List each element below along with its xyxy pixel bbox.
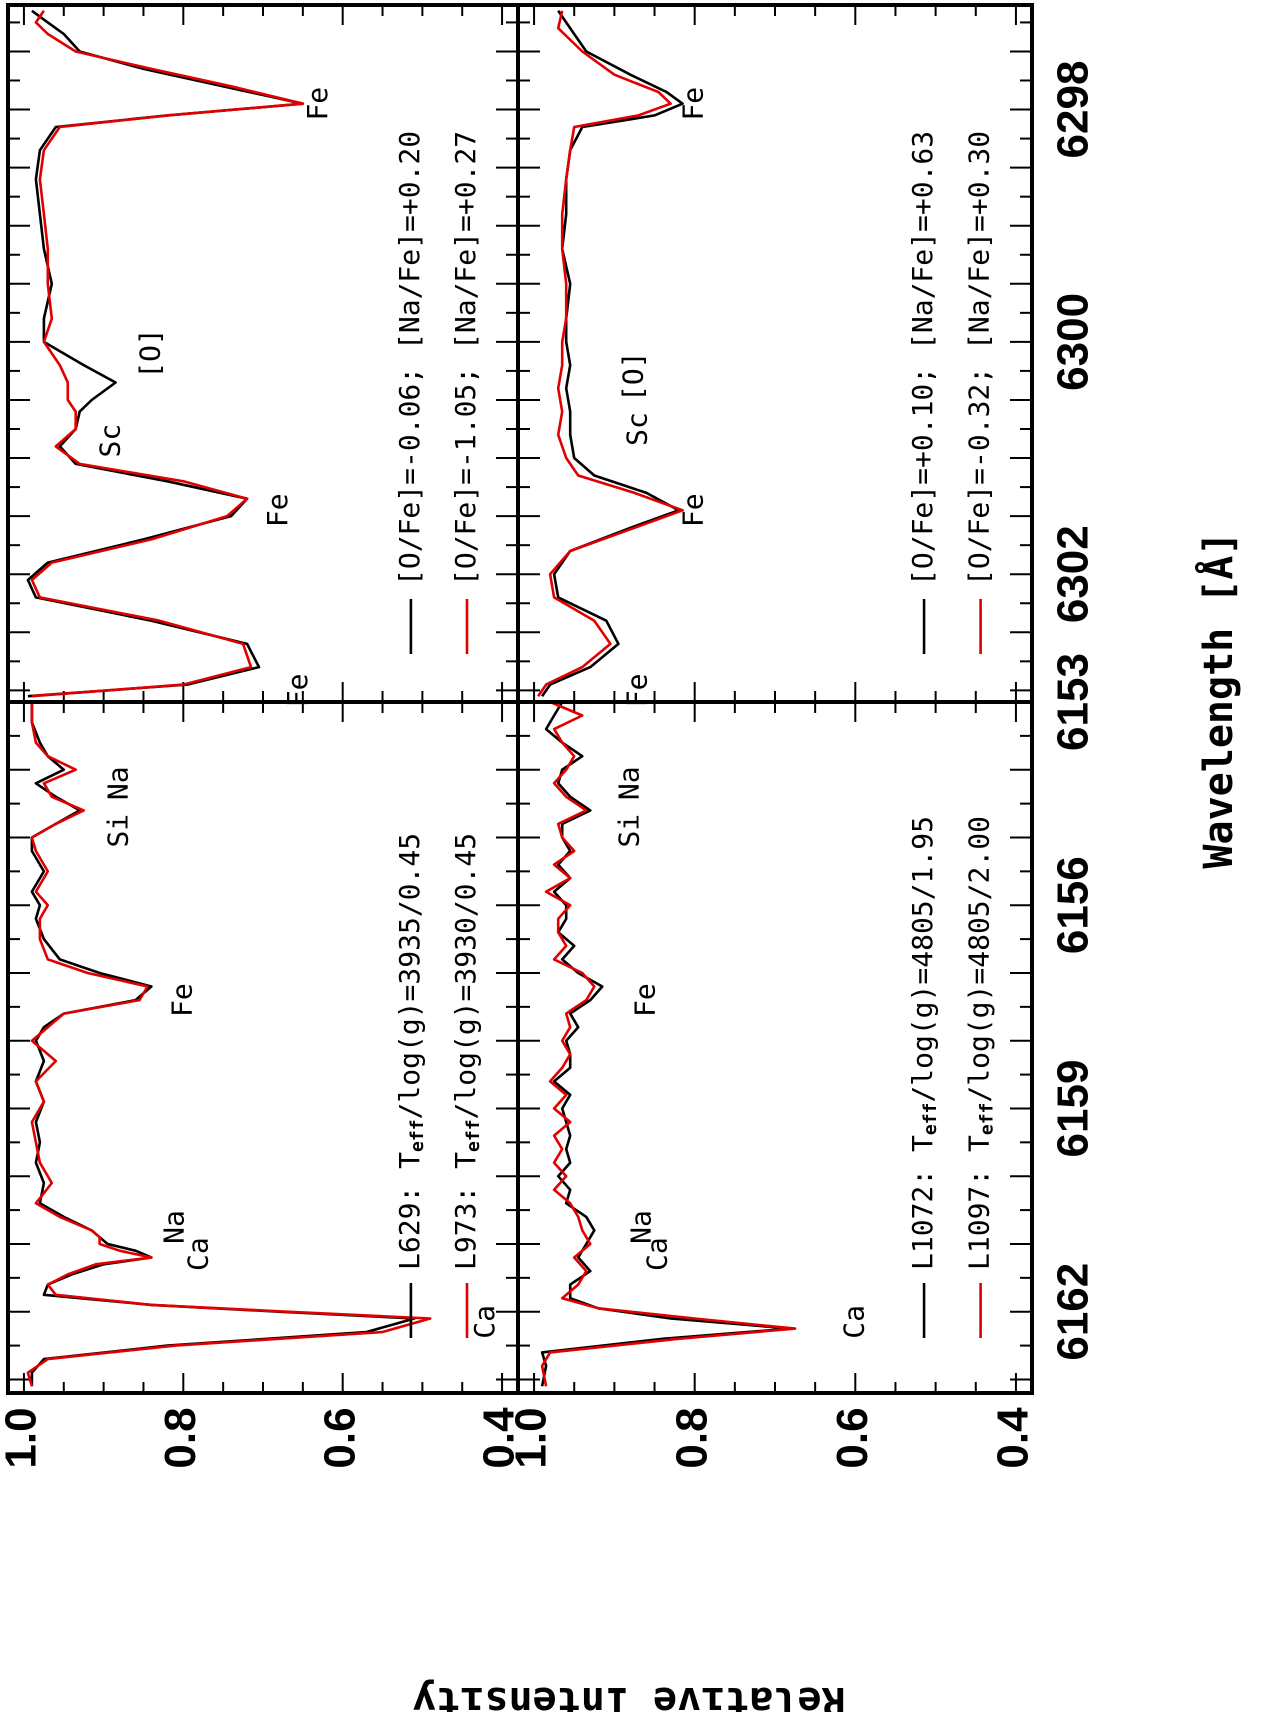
x-tick-label: 6302: [1049, 525, 1098, 623]
legend-subscript: eff: [463, 1119, 484, 1152]
x-tick-label: 6162: [1049, 1263, 1098, 1361]
line-label: Na: [157, 1210, 190, 1244]
legend-suffix: /log(g)=3930/0.45: [449, 833, 482, 1120]
y-tick-labels-top: 1.0 0.8 0.6 0.4: [0, 1407, 524, 1469]
legend-entry: L629: Teff/log(g)=3935/0.45: [393, 833, 428, 1270]
legend-label: [O/Fe]=-1.05; [Na/Fe]=+0.27: [449, 131, 482, 586]
legend-label: L629: T: [393, 1152, 426, 1270]
legend-entry: [O/Fe]=-0.32; [Na/Fe]=+0.30: [963, 131, 996, 586]
legend-label: [O/Fe]=+0.10; [Na/Fe]=+0.63: [906, 131, 939, 586]
series-line-black: [540, 701, 793, 1387]
legend-entry: L1072: Teff/log(g)=4805/1.95: [906, 816, 941, 1270]
x-axis-title: Wavelength [Å]: [1193, 531, 1242, 868]
legend-suffix: /log(g)=4805/1.95: [906, 816, 939, 1103]
legend-label: [O/Fe]=-0.32; [Na/Fe]=+0.30: [963, 131, 996, 586]
line-label: Ca: [641, 1237, 674, 1271]
line-label: Na: [102, 766, 135, 800]
line-label: Fe: [677, 87, 710, 121]
line-label: Sc: [94, 424, 127, 458]
y-axis-title: Relative Intensity: [412, 1678, 845, 1712]
series-line-red: [537, 10, 684, 697]
line-label: Ca: [837, 1305, 870, 1339]
y-tick-labels-bottom: 1.0 0.8 0.6 0.4: [507, 1407, 1038, 1469]
legend-entry: [O/Fe]=+0.10; [Na/Fe]=+0.63: [906, 131, 939, 586]
series-line-red: [30, 10, 305, 698]
line-label: Si: [102, 814, 135, 848]
y-tick-label: 0.6: [828, 1407, 877, 1468]
legend-label: L973: T: [449, 1152, 482, 1270]
line-label: Fe: [629, 983, 662, 1017]
y-tick-label: 0.8: [667, 1407, 716, 1468]
legend-label: [O/Fe]=-0.06; [Na/Fe]=+0.20: [393, 131, 426, 586]
y-tick-label: 0.6: [315, 1407, 364, 1468]
line-label: [O]: [133, 328, 166, 379]
x-tick-label: 6300: [1049, 293, 1098, 391]
line-label: [O]: [617, 351, 650, 402]
x-tick-label: 6298: [1049, 61, 1098, 159]
series-line-black: [541, 10, 684, 697]
line-label: Fe: [677, 493, 710, 527]
panel-frame: [516, 3, 1034, 704]
legend-label: L1097: T: [963, 1135, 996, 1270]
legend-suffix: /log(g)=3935/0.45: [393, 833, 426, 1120]
line-label: Na: [625, 1210, 658, 1244]
x-tick-label: 6159: [1049, 1060, 1098, 1158]
y-tick-label: 0.4: [989, 1407, 1038, 1469]
line-label: Fe: [165, 983, 198, 1017]
y-tick-label: 0.8: [156, 1407, 205, 1468]
legend-subscript: eff: [920, 1103, 941, 1136]
legend-entry: L1097: Teff/log(g)=4805/2.00: [963, 816, 998, 1270]
line-label: Ca: [181, 1237, 214, 1271]
x-tick-labels: 6153 6156 6159 6162 6298 6300 6302: [1049, 61, 1098, 1361]
line-label: Si: [612, 814, 645, 848]
legend-entry: [O/Fe]=-0.06; [Na/Fe]=+0.20: [393, 131, 426, 586]
line-label: Ca: [468, 1305, 501, 1339]
series-line-red: [540, 700, 797, 1387]
legend-entry: [O/Fe]=-1.05; [Na/Fe]=+0.27: [449, 131, 482, 586]
legend-entry: L973: Teff/log(g)=3930/0.45: [449, 833, 484, 1270]
x-tick-label: 6153: [1049, 653, 1098, 751]
legend-subscript: eff: [977, 1103, 998, 1136]
line-label: Sc: [621, 412, 654, 446]
legend-label: L1072: T: [906, 1135, 939, 1270]
x-tick-label: 6156: [1049, 856, 1098, 954]
legend-subscript: eff: [407, 1119, 428, 1152]
legend-suffix: /log(g)=4805/2.00: [963, 816, 996, 1103]
y-tick-label: 1.0: [0, 1407, 46, 1468]
y-tick-label: 0.4: [475, 1407, 524, 1469]
line-label: Na: [612, 766, 645, 800]
y-tick-label: 1.0: [507, 1407, 556, 1468]
series-line-red: [26, 702, 432, 1387]
line-label: Fe: [261, 493, 294, 527]
line-label: Fe: [301, 87, 334, 121]
